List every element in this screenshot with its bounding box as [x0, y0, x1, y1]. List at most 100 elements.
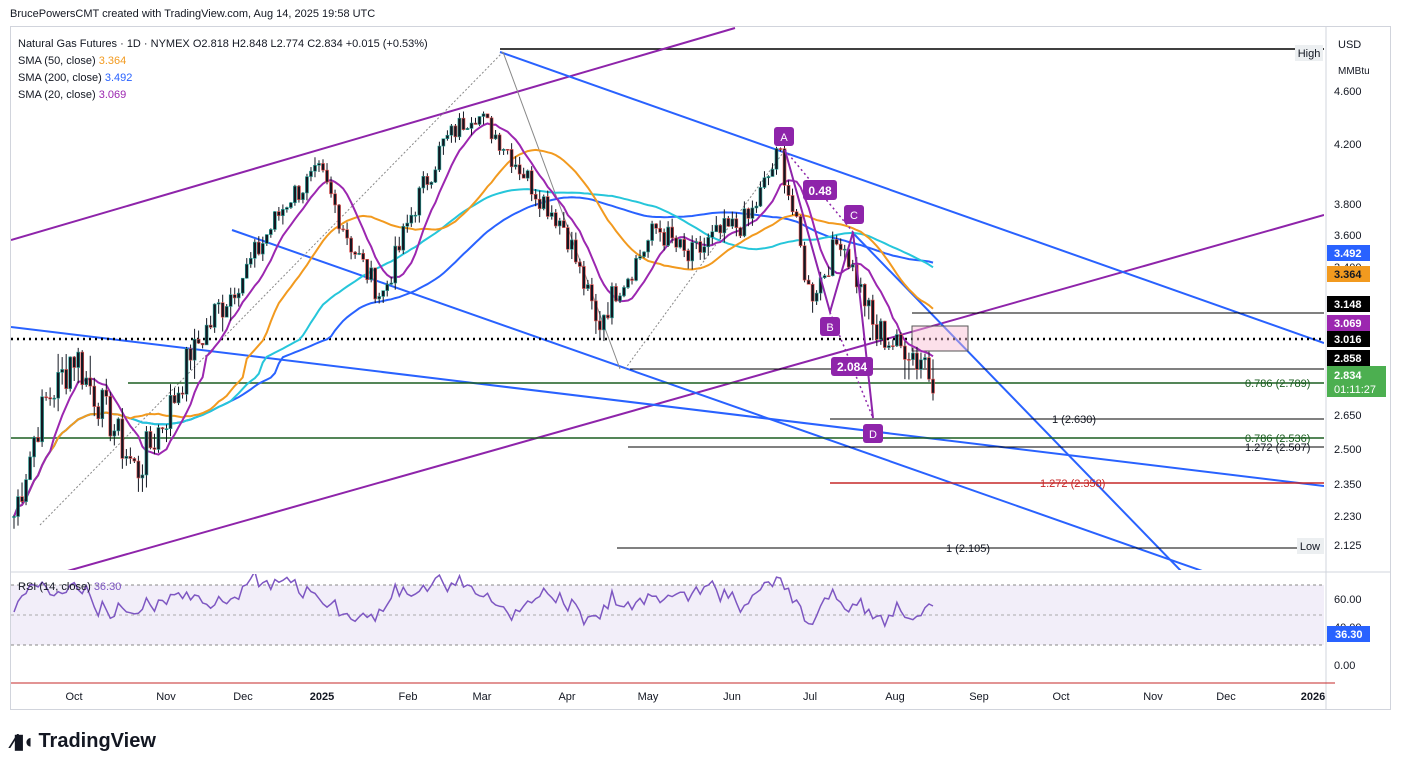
candle-body: [216, 302, 221, 305]
candle-body: [309, 170, 313, 177]
candle-body: [60, 369, 64, 373]
time-axis-tick: Jul: [803, 691, 817, 703]
candle-body: [293, 185, 297, 204]
candle-body: [606, 314, 610, 319]
chart-frame: [10, 26, 1391, 710]
time-axis-tick: Feb: [399, 691, 418, 703]
candle-body: [650, 223, 654, 241]
time-axis-tick: Mar: [473, 691, 492, 703]
candle-body: [132, 458, 137, 462]
candle-body: [662, 231, 666, 246]
candle-body: [341, 228, 345, 231]
candle-body: [32, 437, 36, 458]
candle-body: [513, 164, 518, 168]
candle-body: [373, 267, 377, 300]
candle-body: [281, 209, 285, 217]
price-axis-tick: 4.600: [1334, 86, 1362, 98]
candle-body: [52, 397, 56, 400]
candle-body: [96, 406, 101, 420]
bar-countdown: 01:11:27: [1334, 384, 1376, 396]
candle-body: [682, 239, 686, 251]
candle-body: [160, 427, 165, 430]
candle-body: [806, 279, 811, 285]
candle-body: [453, 125, 458, 138]
candles: [12, 111, 935, 529]
legend-sma-50[interactable]: SMA (50, close) 3.364: [18, 55, 127, 67]
candle-body: [634, 257, 638, 281]
candle-body: [529, 170, 534, 195]
candle-body: [766, 176, 771, 179]
candle-body: [485, 113, 490, 119]
price-tag: 3.492: [1334, 248, 1362, 260]
candle-body: [594, 300, 598, 322]
time-axis-tick: Nov: [156, 691, 176, 703]
candle-body: [68, 356, 72, 389]
candle-body: [706, 237, 711, 248]
candle-body: [931, 378, 935, 394]
candle-body: [578, 261, 582, 267]
candle-body: [124, 456, 129, 459]
time-axis-tick: Dec: [233, 691, 253, 703]
candle-body: [473, 122, 478, 125]
candle-body: [654, 223, 658, 229]
candle-body: [457, 117, 462, 138]
candle-body: [525, 170, 530, 179]
tradingview-logo[interactable]: ⁄▮◖ TradingView: [12, 730, 156, 753]
candle-body: [726, 218, 731, 227]
price-tag-bg: [1327, 266, 1370, 282]
candle-body: [533, 193, 538, 200]
candle-body: [277, 211, 281, 217]
candle-body: [16, 496, 20, 517]
candle-body: [156, 427, 161, 450]
candle-body: [702, 246, 707, 253]
candle-body: [505, 148, 510, 151]
candle-body: [537, 198, 542, 209]
candle-body: [401, 226, 406, 251]
candle-body: [866, 299, 871, 307]
fib-level-label: 1 (2.630): [1052, 414, 1096, 426]
candle-body: [116, 418, 121, 432]
candle-body: [236, 292, 241, 299]
candle-body: [297, 185, 301, 200]
symbol-row[interactable]: Natural Gas Futures · 1D · NYMEX O2.818 …: [18, 36, 428, 53]
legend-sma-200[interactable]: SMA (200, close) 3.492: [18, 72, 133, 84]
rsi-axis-tick: 60.00: [1334, 594, 1362, 606]
candle-body: [734, 218, 739, 228]
candle-body: [794, 211, 799, 217]
candle-body: [670, 226, 674, 239]
candle-body: [180, 392, 185, 395]
candle-body: [646, 240, 650, 253]
candle-body: [887, 345, 891, 348]
rsi-legend[interactable]: RSI (14, close) 36.30: [18, 581, 122, 593]
candle-body: [76, 351, 81, 368]
time-axis-tick: Oct: [65, 691, 82, 703]
candle-body: [722, 218, 727, 234]
candle-body: [325, 169, 329, 183]
candle-body: [927, 357, 931, 380]
point-a-marker: A: [774, 127, 794, 146]
unit-label: MMBtu: [1338, 66, 1370, 77]
candle-body: [802, 245, 807, 281]
candle-body: [200, 342, 205, 346]
price-tag: 3.069: [1334, 318, 1362, 330]
candle-body: [810, 283, 815, 302]
candle-body: [461, 117, 466, 130]
measure-line-3: [624, 149, 786, 370]
measure-line-1: [39, 51, 504, 526]
candle-body: [730, 218, 735, 227]
candle-body: [714, 224, 719, 233]
candle-body: [361, 252, 365, 260]
target-zone-box: [911, 325, 969, 352]
candle-body: [614, 286, 618, 302]
candle-body: [84, 377, 89, 385]
candle-body: [465, 128, 470, 130]
price-tag: 3.364: [1334, 269, 1362, 281]
legend-sma-20[interactable]: SMA (20, close) 3.069: [18, 89, 127, 101]
candle-body: [642, 251, 646, 257]
candle-body: [907, 359, 911, 361]
candle-body: [814, 292, 819, 302]
candle-body: [405, 222, 410, 227]
candle-body: [88, 377, 93, 387]
candle-body: [782, 148, 787, 186]
